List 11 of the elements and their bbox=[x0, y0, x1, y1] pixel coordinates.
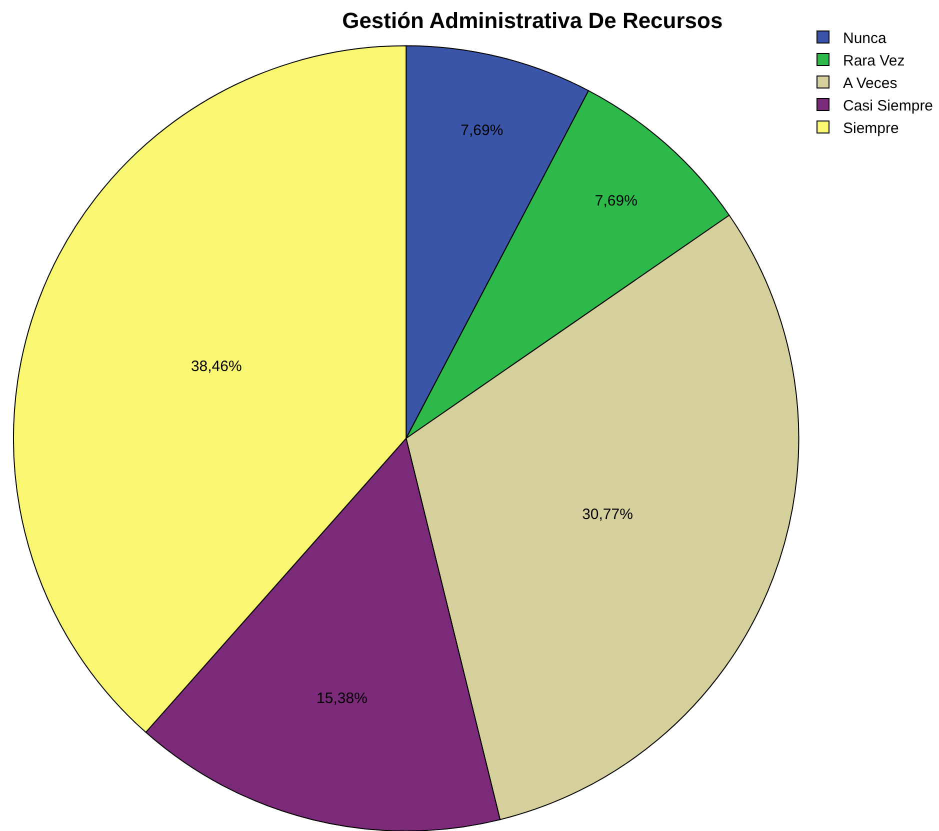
data-label: 7,69% bbox=[460, 122, 504, 140]
data-label: 7,69% bbox=[594, 192, 638, 210]
legend-label: A Veces bbox=[843, 74, 898, 92]
data-label: 38,46% bbox=[190, 358, 242, 375]
chart-title: Gestión Administrativa De Recursos bbox=[342, 8, 723, 33]
legend-label: Nunca bbox=[843, 30, 888, 47]
data-label: 15,38% bbox=[316, 690, 368, 708]
legend-label: Rara Vez bbox=[843, 52, 905, 70]
data-label: 30,77% bbox=[582, 506, 633, 524]
legend-label: Casi Siempre bbox=[843, 97, 934, 114]
legend-label: Siempre bbox=[843, 120, 899, 137]
